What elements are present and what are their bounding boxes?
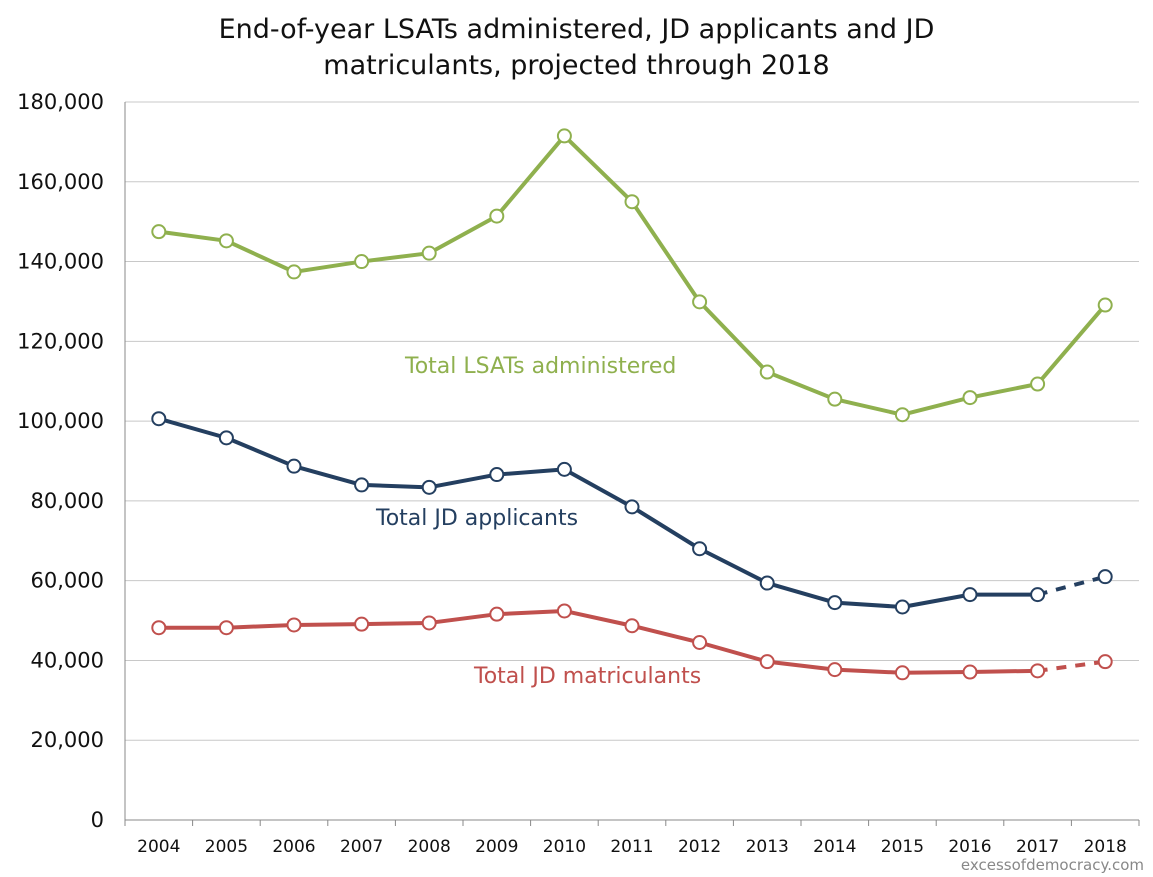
annotation-lsats: Total LSATs administered	[404, 354, 676, 379]
data-point	[286, 617, 302, 633]
data-point	[692, 541, 708, 557]
x-tick-label: 2006	[272, 837, 315, 857]
data-point	[624, 499, 640, 515]
x-tick-label: 2015	[881, 837, 924, 857]
data-point	[218, 430, 234, 446]
data-point	[962, 587, 978, 603]
x-tick-label: 2014	[813, 837, 856, 857]
data-point	[1030, 376, 1046, 392]
data-point	[556, 461, 572, 477]
watermark: excessofdemocracy.com	[961, 856, 1144, 874]
x-tick-label: 2008	[408, 837, 451, 857]
series-projection-line	[1037, 574, 1106, 597]
series-lines	[151, 128, 1113, 681]
data-point	[1097, 297, 1113, 313]
series-line	[156, 608, 1040, 675]
data-point	[1097, 569, 1113, 585]
data-point	[624, 194, 640, 210]
chart-title-line-1: End-of-year LSATs administered, JD appli…	[218, 14, 935, 45]
x-tick-label: 2009	[475, 837, 518, 857]
x-tick-label: 2005	[205, 837, 248, 857]
data-point	[489, 467, 505, 483]
x-tick-label: 2007	[340, 837, 383, 857]
data-point	[827, 662, 843, 678]
data-point	[151, 411, 167, 427]
data-point	[556, 128, 572, 144]
data-point	[624, 618, 640, 634]
y-tick-labels: 0 20,000 40,000 60,000 80,000 100,000 120,000 1…	[17, 90, 104, 832]
data-point	[827, 595, 843, 611]
data-point	[421, 479, 437, 495]
y-tick-label: 40,000	[31, 648, 104, 672]
x-tick-labels: 2004 2005 2006 2007 2008 2009 2010 2011 2012 2013…	[124, 820, 1140, 857]
series-2	[151, 603, 1113, 681]
y-tick-label: 100,000	[17, 409, 104, 433]
series-0	[151, 128, 1113, 423]
x-tick-label: 2016	[948, 837, 991, 857]
annotation-applicants: Total JD applicants	[375, 506, 578, 531]
data-point	[354, 616, 370, 632]
series-projection-line	[1037, 659, 1106, 673]
data-point	[1097, 654, 1113, 670]
data-point	[151, 620, 167, 636]
data-point	[556, 603, 572, 619]
y-tick-label: 20,000	[31, 728, 104, 752]
data-point	[489, 208, 505, 224]
y-tick-label: 180,000	[17, 90, 104, 114]
y-tick-label: 0	[91, 808, 104, 832]
data-point	[354, 477, 370, 493]
x-tick-label: 2012	[678, 837, 721, 857]
y-tick-label: 120,000	[17, 329, 104, 353]
data-point	[962, 390, 978, 406]
chart-title: End-of-year LSATs administered, JD appli…	[0, 12, 1153, 84]
data-point	[894, 665, 910, 681]
y-tick-label: 80,000	[31, 489, 104, 513]
data-point	[692, 634, 708, 650]
annotation-matriculants: Total JD matriculants	[473, 664, 701, 689]
y-tick-label: 140,000	[17, 250, 104, 274]
data-point	[218, 620, 234, 636]
data-point	[1030, 587, 1046, 603]
data-point	[894, 407, 910, 423]
y-tick-label: 60,000	[31, 569, 104, 593]
data-point	[1030, 663, 1046, 679]
data-point	[286, 264, 302, 280]
series-line	[156, 416, 1040, 609]
data-point	[489, 606, 505, 622]
x-tick-label: 2010	[543, 837, 586, 857]
data-point	[759, 575, 775, 591]
series-annotations: Total LSATs administered Total JD applic…	[375, 354, 701, 689]
axes	[124, 102, 1139, 821]
series-1	[151, 411, 1113, 615]
gridlines	[125, 101, 1139, 741]
x-tick-label: 2011	[610, 837, 653, 857]
x-tick-label: 2018	[1084, 837, 1127, 857]
data-point	[421, 615, 437, 631]
data-point	[286, 458, 302, 474]
data-point	[894, 599, 910, 615]
data-point	[354, 254, 370, 270]
y-tick-label: 160,000	[17, 170, 104, 194]
data-point	[218, 233, 234, 249]
data-point	[827, 391, 843, 407]
data-point	[759, 654, 775, 670]
data-point	[962, 664, 978, 680]
data-point	[692, 294, 708, 310]
data-point	[759, 364, 775, 380]
chart-title-line-2: matriculants, projected through 2018	[323, 50, 830, 81]
x-tick-label: 2004	[137, 837, 180, 857]
data-point	[151, 224, 167, 240]
x-tick-label: 2017	[1016, 837, 1059, 857]
data-point	[421, 245, 437, 261]
x-tick-label: 2013	[746, 837, 789, 857]
